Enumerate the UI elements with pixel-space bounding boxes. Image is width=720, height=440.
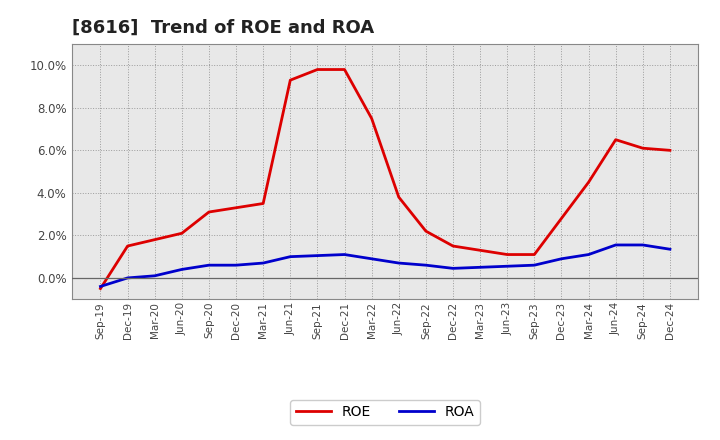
ROA — [584, 252, 593, 257]
ROA — [96, 284, 105, 289]
ROE — [611, 137, 620, 142]
ROA — [557, 256, 566, 261]
ROE — [123, 243, 132, 249]
Line: ROA: ROA — [101, 245, 670, 286]
ROE — [286, 77, 294, 83]
ROE — [96, 286, 105, 291]
ROA — [503, 264, 511, 269]
ROA — [395, 260, 403, 266]
ROE — [341, 67, 349, 72]
ROA — [259, 260, 268, 266]
ROA — [232, 263, 240, 268]
ROE — [178, 231, 186, 236]
ROE — [665, 148, 674, 153]
ROA — [665, 246, 674, 252]
ROE — [449, 243, 457, 249]
ROE — [421, 228, 430, 234]
Text: [8616]  Trend of ROE and ROA: [8616] Trend of ROE and ROA — [72, 19, 374, 37]
ROA — [286, 254, 294, 259]
ROA — [476, 265, 485, 270]
ROA — [449, 266, 457, 271]
ROA — [639, 242, 647, 248]
ROE — [557, 216, 566, 221]
ROE — [639, 146, 647, 151]
ROE — [530, 252, 539, 257]
Legend: ROE, ROA: ROE, ROA — [290, 400, 480, 425]
ROA — [341, 252, 349, 257]
ROA — [123, 275, 132, 281]
ROE — [232, 205, 240, 210]
ROE — [367, 116, 376, 121]
ROE — [313, 67, 322, 72]
ROA — [150, 273, 159, 279]
ROE — [259, 201, 268, 206]
Line: ROE: ROE — [101, 70, 670, 289]
ROA — [421, 263, 430, 268]
ROE — [395, 194, 403, 200]
ROA — [367, 256, 376, 261]
ROA — [178, 267, 186, 272]
ROE — [503, 252, 511, 257]
ROE — [150, 237, 159, 242]
ROA — [611, 242, 620, 248]
ROA — [204, 263, 213, 268]
ROA — [313, 253, 322, 258]
ROE — [584, 180, 593, 185]
ROA — [530, 263, 539, 268]
ROE — [476, 248, 485, 253]
ROE — [204, 209, 213, 215]
